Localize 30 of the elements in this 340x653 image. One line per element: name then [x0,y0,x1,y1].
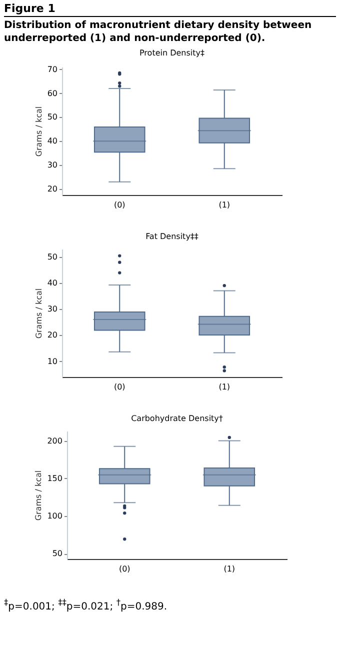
y-tick-label: 50 [47,112,58,122]
x-tick-label: (1) [218,200,230,210]
y-axis-title: Grams / kcal [34,106,44,157]
y-tick-label: 60 [47,88,58,98]
y-axis-title: Grams / kcal [34,288,44,339]
y-tick-label: 20 [47,184,58,194]
y-tick-label: 50 [52,549,62,558]
y-tick-label: 200 [47,436,62,446]
chart-title: Fat Density‡‡ [146,232,198,241]
text: $^{‡}$p=0.001; $^{‡‡}$p=0.021; $^{†}$p=0.989. [4,597,168,612]
x-tick-label: (1) [224,564,236,574]
text: Distribution of macronutrient dietary density between underreported (1) and non-underreported (0). [4,20,313,45]
caption: Figure 1 [4,2,336,17]
x-tick-label: (0) [114,382,126,392]
y-tick-label: 10 [47,356,58,366]
y-tick-label: 100 [47,512,62,521]
x-tick-label: (0) [118,564,130,574]
chart-title: Carbohydrate Density† [131,414,223,423]
y-axis-title: Grams / kcal [34,470,44,521]
x-tick-label: (0) [114,200,126,210]
y-tick-label: 40 [47,136,58,146]
y-tick-label: 30 [47,160,58,170]
x-tick-label: (1) [218,382,230,392]
y-tick-label: 50 [47,252,58,262]
chart-title: Protein Density‡ [140,48,204,58]
y-tick-label: 70 [47,64,58,74]
y-tick-label: 150 [47,474,62,483]
y-tick-label: 30 [47,304,58,314]
y-tick-label: 40 [47,278,58,288]
y-tick-label: 20 [47,330,58,340]
